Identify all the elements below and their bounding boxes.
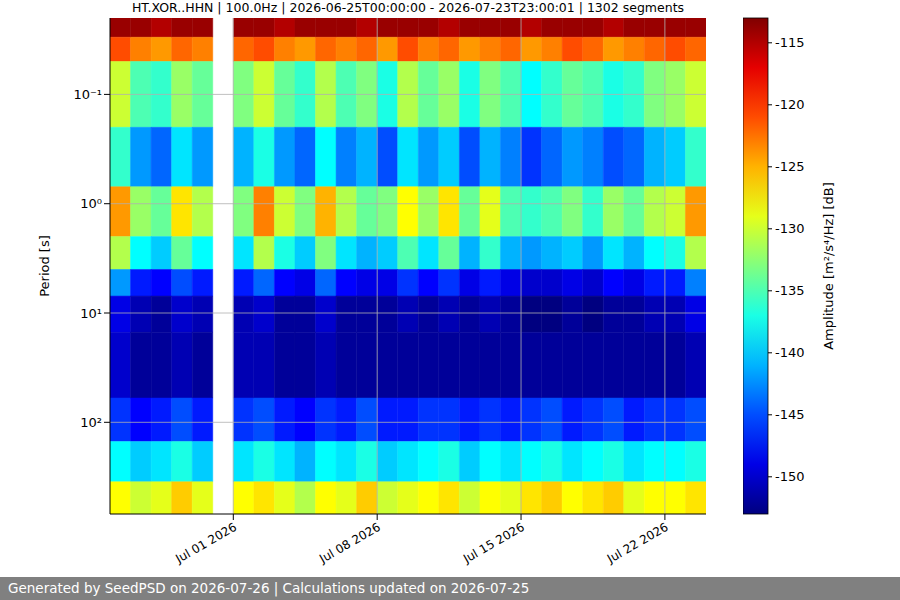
html-text:HT.XOR..HHN | 100.0Hz | 2026-0: HT.XOR..HHN | 100.0Hz | 2026-06-25T00:00… [131, 0, 684, 15]
svg-text:-120: -120 [775, 97, 805, 112]
svg-text:10⁰: 10⁰ [80, 196, 102, 211]
svg-text:-130: -130 [775, 221, 805, 236]
svg-text:10¹: 10¹ [80, 306, 102, 321]
svg-text:Jul 15 2026: Jul 15 2026 [460, 520, 527, 567]
svg-text:-125: -125 [775, 159, 805, 174]
svg-text:10²: 10² [80, 415, 102, 430]
svg-text:Amplitude [m²/s⁴/Hz] [dB]: Amplitude [m²/s⁴/Hz] [dB] [821, 182, 836, 350]
svg-text:-115: -115 [775, 35, 805, 50]
svg-text:-150: -150 [775, 469, 805, 484]
svg-text:-135: -135 [775, 283, 805, 298]
svg-text:-145: -145 [775, 407, 805, 422]
svg-text:10⁻¹: 10⁻¹ [73, 87, 102, 102]
html-text:Generated by SeedPSD on 2026-0: Generated by SeedPSD on 2026-07-26 | Cal… [8, 580, 530, 596]
svg-text:Jul 01 2026: Jul 01 2026 [172, 520, 239, 567]
svg-text:Jul 08 2026: Jul 08 2026 [316, 520, 383, 567]
svg-text:-140: -140 [775, 345, 805, 360]
svg-text:Jul 22 2026: Jul 22 2026 [604, 520, 671, 567]
svg-text:Period [s]: Period [s] [37, 235, 52, 297]
